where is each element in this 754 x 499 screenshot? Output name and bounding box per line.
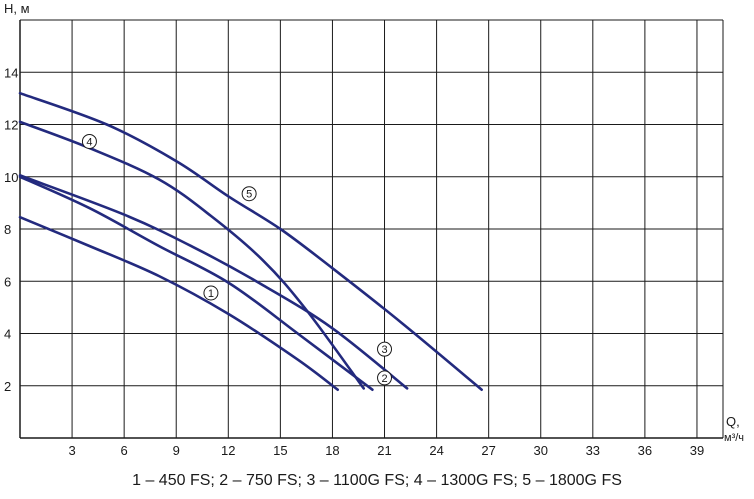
series-marker-5 [241,186,257,202]
series-marker-label-4: 4 [86,136,92,148]
series-marker-label-5: 5 [246,189,252,201]
series-marker-4 [81,133,97,149]
y-tick-label: 12 [4,118,18,133]
series-line-1 [18,215,339,391]
x-tick-label: 27 [481,443,495,458]
series-marker-label-3: 3 [381,344,387,356]
x-tick-label: 9 [173,443,180,458]
series-marker-2 [377,370,393,386]
series-line-5 [18,91,483,391]
x-tick-label: 24 [429,443,443,458]
series-markers: 1 2 3 4 5 [81,133,393,386]
y-tick-label: 10 [4,170,18,185]
axes [19,19,724,439]
x-tick-label: 36 [638,443,652,458]
y-tick-label: 2 [4,379,11,394]
x-axis-label-unit: м³/ч [724,432,744,444]
series-marker-3 [377,341,393,357]
x-tick-label: 33 [586,443,600,458]
x-tick-label: 15 [273,443,287,458]
y-tick-label: 4 [4,327,11,342]
x-tick-label: 3 [68,443,75,458]
y-tick-label: 8 [4,222,11,237]
series-marker-label-2: 2 [381,373,387,385]
series-marker-1 [203,285,219,301]
series-line-2 [18,175,374,391]
series-marker-label-1: 1 [208,288,214,300]
series-line-3 [18,174,409,390]
y-tick-label: 14 [4,65,18,80]
y-axis-label: H, м [4,1,30,16]
x-tick-label: 39 [690,443,704,458]
series-line-4 [18,120,365,390]
grid [20,20,723,438]
x-tick-label: 12 [221,443,235,458]
x-tick-label: 21 [377,443,391,458]
x-tick-label: 30 [534,443,548,458]
x-axis-label-main: Q, [726,414,740,429]
x-tick-label: 6 [121,443,128,458]
x-tick-label: 18 [325,443,339,458]
legend-caption: 1 – 450 FS; 2 – 750 FS; 3 – 1100G FS; 4 … [132,472,622,489]
y-tick-label: 6 [4,274,11,289]
